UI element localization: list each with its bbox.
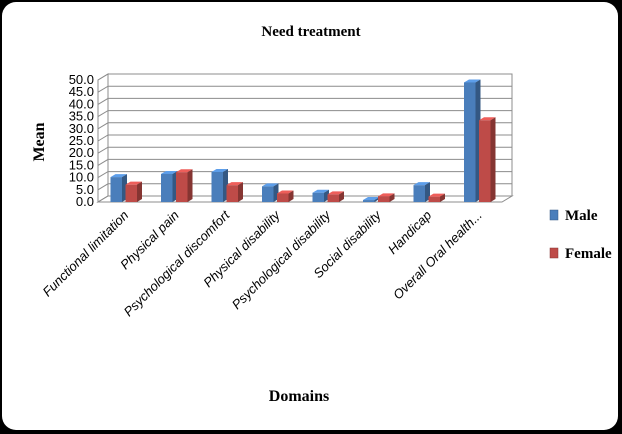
bar-top (211, 168, 228, 172)
bar-top (110, 174, 127, 178)
y-tick-label: 35.0 (69, 109, 94, 124)
gridline (97, 97, 512, 105)
bar-top (277, 190, 294, 194)
y-tick-label: 40.0 (69, 96, 94, 111)
bar-front (211, 171, 223, 202)
bar-chart: Need treatment 0.05.010.015.020.025.030.… (31, 24, 612, 405)
bar-front (176, 172, 188, 202)
bar-male (211, 168, 228, 202)
bar-male (464, 79, 481, 202)
y-tick-label: 0.0 (76, 194, 94, 209)
bar-female (176, 169, 193, 202)
bar-front (277, 193, 289, 202)
y-tick-label: 45.0 (69, 84, 94, 99)
gridline (97, 73, 512, 81)
bar-male (413, 182, 430, 202)
y-axis-title: Mean (31, 122, 48, 161)
bar-front (378, 196, 390, 202)
bar-front (428, 196, 440, 202)
y-tick-label: 15.0 (69, 157, 94, 172)
y-tick-label: 20.0 (69, 145, 94, 160)
y-tick-label: 30.0 (69, 121, 94, 136)
bar-top (125, 181, 142, 185)
bar-side (389, 193, 395, 202)
bar-front (110, 177, 122, 202)
x-tick-label: Overall Oral health... (390, 208, 485, 303)
bar-top (464, 79, 481, 83)
y-tick-label: 25.0 (69, 133, 94, 148)
bar-female (327, 191, 344, 202)
bar-side (288, 190, 294, 202)
bar-front (161, 173, 173, 202)
bar-side (440, 193, 445, 202)
legend-label: Female (565, 246, 612, 262)
bar-female (479, 117, 496, 202)
y-axis-ticks: 0.05.010.015.020.025.030.035.040.045.050… (69, 72, 94, 209)
bar-side (187, 169, 193, 202)
y-tick-label: 50.0 (69, 72, 94, 87)
bar-female (378, 193, 395, 202)
bar-top (226, 182, 243, 186)
bar-front (479, 120, 491, 202)
gridlines (97, 73, 512, 203)
x-tick-label: Psychological disability (229, 206, 335, 312)
bar-side (238, 182, 243, 202)
bar-male (312, 189, 329, 202)
legend: Male Female (549, 208, 612, 262)
bar-top (176, 169, 193, 173)
bar-female (428, 193, 445, 202)
legend-swatch (549, 247, 559, 259)
gridline (97, 158, 512, 166)
gridline (97, 85, 512, 93)
chart-walls (96, 73, 514, 203)
y-tick-label: 5.0 (76, 182, 94, 197)
bar-top (479, 117, 496, 121)
bar-top (161, 170, 178, 174)
y-tick-label: 10.0 (69, 170, 94, 185)
bar-top (327, 191, 344, 195)
bar-group (110, 79, 496, 202)
gridline (97, 122, 512, 130)
bar-top (413, 182, 430, 186)
x-axis-title: Domains (269, 388, 329, 405)
bar-side (137, 181, 142, 202)
gridline (97, 183, 512, 191)
floor (96, 195, 514, 203)
bar-top (378, 193, 395, 197)
bar-female (125, 181, 142, 202)
bar-top (262, 183, 279, 187)
bar-front (262, 186, 274, 202)
chart-title: Need treatment (261, 24, 360, 40)
gridline (97, 195, 512, 203)
bar-front (464, 82, 476, 202)
x-tick-label: Functional limitation (40, 208, 132, 300)
bar-female (277, 190, 294, 202)
legend-swatch (549, 209, 559, 221)
bar-front (413, 185, 425, 202)
bar-male (110, 174, 127, 202)
bar-front (226, 185, 238, 202)
bar-female (226, 182, 243, 202)
x-tick-label: Handicap (385, 208, 434, 257)
bar-front (312, 192, 324, 202)
legend-item-female: Female (549, 246, 612, 262)
gridline (97, 134, 512, 142)
bar-top (312, 189, 329, 193)
chart-frame: Need treatment 0.0 5.0 10.0 15.0 20.0 25.0 30.… (2, 2, 618, 430)
bar-top (363, 197, 380, 201)
gridline (97, 110, 512, 118)
bar-top (428, 193, 445, 197)
bar-front (125, 184, 137, 202)
bar-front (363, 200, 375, 202)
bar-side (490, 117, 496, 202)
bar-front (327, 194, 339, 202)
legend-item-male: Male (549, 208, 598, 224)
bar-side (339, 191, 344, 202)
bar-male (161, 170, 178, 202)
legend-label: Male (565, 208, 598, 224)
gridline (97, 146, 512, 154)
bar-male (262, 183, 279, 202)
gridline (97, 171, 512, 179)
